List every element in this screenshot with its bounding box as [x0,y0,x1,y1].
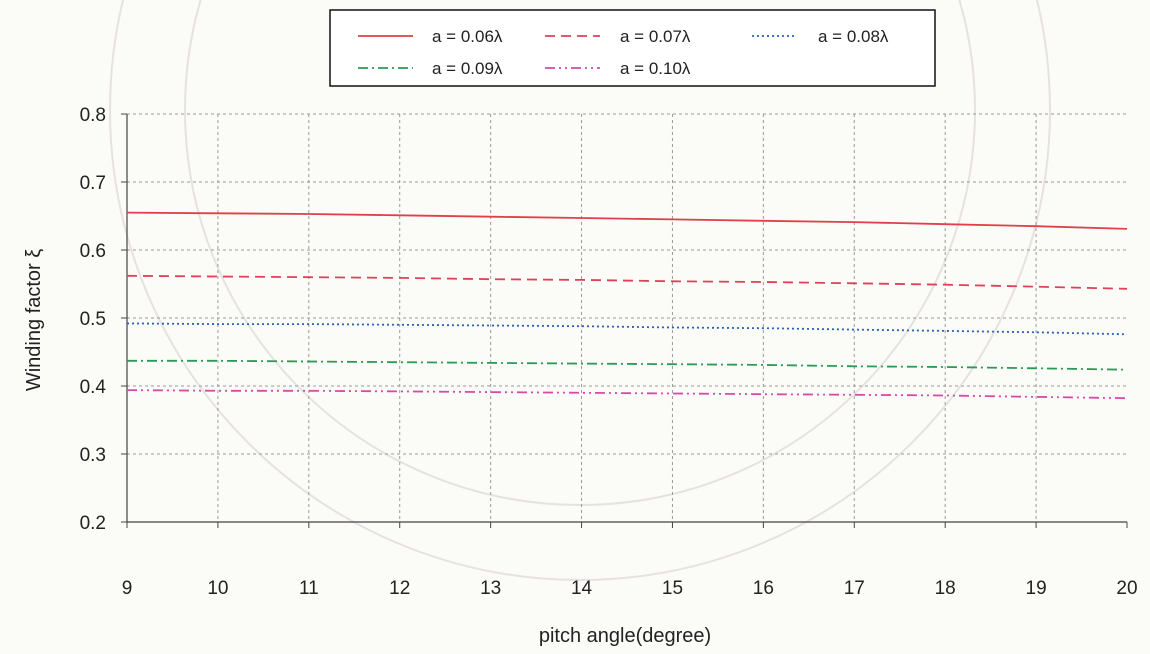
y-axis-ticks: 0.2 0.3 0.4 0.5 0.6 0.7 0.8 [80,105,127,534]
x-tick-label: 18 [935,578,956,599]
legend-label-1: a = 0.06λ [432,27,503,46]
x-tick-label: 17 [844,578,865,599]
series-line-1 [126,211,1128,230]
x-axis-ticks: 9 10 11 12 13 14 15 16 17 18 19 20 [122,522,1138,599]
series-line-4 [127,359,1128,371]
y-tick-label: 0.5 [80,309,106,330]
x-tick-label: 9 [122,578,133,599]
series-line-5 [126,389,1128,400]
x-tick-label: 10 [207,578,228,599]
x-tick-label: 14 [571,578,593,599]
y-tick-label: 0.3 [80,445,106,466]
x-tick-label: 13 [480,578,501,599]
y-tick-label: 0.4 [80,377,107,398]
legend-label-4: a = 0.09λ [432,59,503,78]
series-lines [126,211,1128,400]
series-line-2 [126,274,1128,290]
legend-box [329,9,936,87]
x-tick-label: 20 [1116,578,1137,599]
legend-label-2: a = 0.07λ [620,27,691,46]
x-tick-label: 16 [753,578,774,599]
series-line-3 [126,322,1128,336]
legend: a = 0.06λ a = 0.07λ a = 0.08λ a = 0.09λ a = … [329,9,936,87]
watermark-seal [109,0,1051,581]
y-axis-title: Winding factor ξ [23,249,45,391]
x-tick-label: 15 [662,578,683,599]
x-tick-label: 19 [1026,578,1047,599]
legend-label-5: a = 0.10λ [620,59,691,78]
x-tick-label: 12 [389,578,410,599]
y-tick-label: 0.2 [80,513,106,534]
grid [127,113,1127,522]
x-tick-label: 11 [299,578,319,599]
legend-label-3: a = 0.08λ [818,27,889,46]
y-tick-label: 0.7 [80,173,106,194]
y-tick-label: 0.6 [80,241,106,262]
x-axis-title: pitch angle(degree) [539,625,711,647]
y-tick-label: 0.8 [80,105,106,126]
